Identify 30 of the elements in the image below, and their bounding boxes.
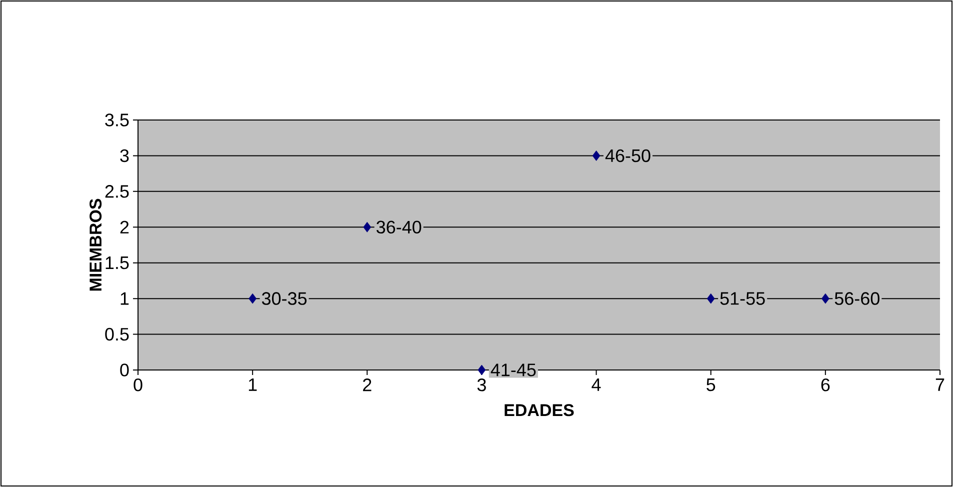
x-tick-label: 2 — [363, 378, 372, 392]
annotation: 46-50 — [605, 149, 650, 162]
y-axis-title: MIEMBROS — [90, 198, 102, 291]
x-tick-label: 7 — [936, 378, 944, 391]
point — [478, 364, 486, 376]
y-tick-label: 0.5 — [105, 328, 129, 341]
x-axis-title: EDADES — [504, 404, 574, 416]
point — [363, 222, 372, 232]
point — [248, 293, 257, 304]
point — [821, 293, 830, 304]
y-tick-label: 3 — [120, 149, 129, 162]
y-tick-label: 1 — [120, 292, 129, 305]
annotation: 41-45 — [490, 364, 536, 376]
annotation: 51-55 — [720, 292, 765, 305]
point — [592, 150, 600, 161]
y-tick-label: 3.5 — [105, 114, 129, 126]
x-tick-label: 0 — [134, 378, 142, 392]
x-tick-label: 6 — [821, 378, 830, 392]
y-tick-label: 2 — [120, 220, 129, 234]
y-tick-label: 0 — [120, 364, 129, 376]
y-tick-label: 1.5 — [106, 256, 129, 270]
x-tick-label: 1 — [248, 378, 257, 391]
x-tick-label: 4 — [592, 378, 601, 391]
annotation: 36-40 — [376, 220, 422, 234]
annotation: 30-35 — [262, 292, 307, 305]
annotation: 56-60 — [834, 292, 880, 305]
point — [706, 293, 715, 304]
y-tick-label: 2.5 — [105, 185, 129, 198]
x-tick-label: 5 — [706, 378, 716, 392]
x-tick-label: 3 — [477, 378, 486, 392]
